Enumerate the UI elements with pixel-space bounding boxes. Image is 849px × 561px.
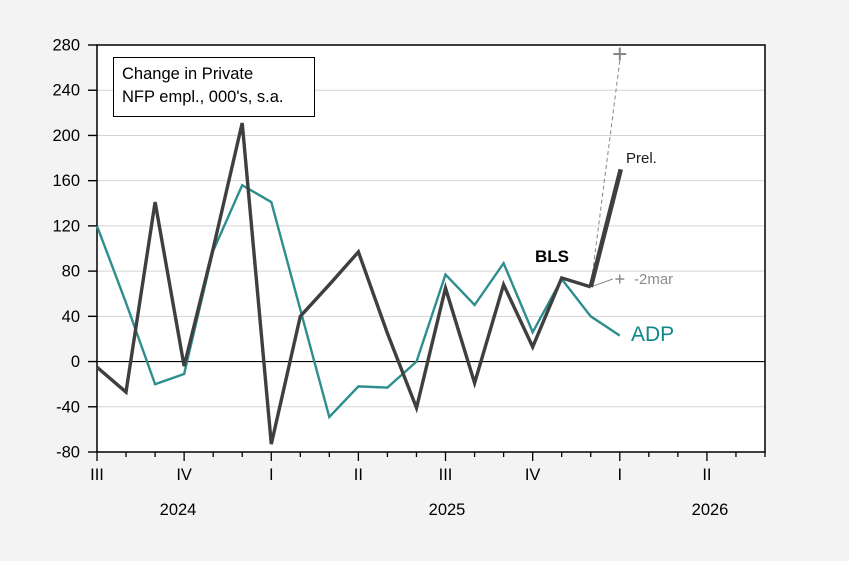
chart-title-box: Change in Private NFP empl., 000's, s.a. [113, 57, 315, 117]
y-tick-label-240: 240 [52, 82, 80, 100]
plot-frame [96, 44, 766, 453]
x-quarter-label-2: I [269, 466, 274, 484]
minus2mar-annotation: -2mar [634, 271, 674, 288]
prel-annotation: Prel. [626, 150, 657, 167]
bls-line [95, 122, 592, 445]
y-tick-label-160: 160 [52, 172, 80, 190]
y-tick-label--40: -40 [56, 398, 80, 416]
y-tick-label-40: 40 [62, 308, 80, 326]
chart-title-line1: Change in Private [122, 65, 254, 83]
x-quarter-label-3: II [354, 466, 363, 484]
y-tick-label-280: 280 [52, 37, 80, 55]
y-tick-label-0: 0 [71, 353, 80, 371]
y-tick-label-200: 200 [52, 127, 80, 145]
x-year-label-2026: 2026 [692, 501, 729, 519]
x-quarter-label-5: IV [525, 466, 541, 484]
bls-series-label: BLS [535, 247, 569, 266]
y-tick-label--80: -80 [56, 444, 80, 462]
y-tick-label-80: 80 [62, 263, 80, 281]
connector-initial [590, 60, 621, 288]
x-quarter-label-6: I [617, 466, 622, 484]
x-quarter-label-4: III [439, 466, 453, 484]
chart-title-line2: NFP empl., 000's, s.a. [122, 88, 284, 107]
adp-series-label: ADP [631, 323, 675, 346]
x-quarter-label-1: IV [176, 466, 192, 484]
adp-line [95, 183, 621, 420]
connector--2mar [590, 278, 613, 288]
x-year-label-2025: 2025 [429, 501, 466, 519]
x-year-label-2024: 2024 [160, 501, 197, 519]
bls-prel-segment [588, 168, 624, 288]
y-tick-label-120: 120 [52, 217, 80, 235]
x-quarter-label-0: III [90, 466, 104, 484]
x-quarter-label-7: II [702, 466, 711, 484]
